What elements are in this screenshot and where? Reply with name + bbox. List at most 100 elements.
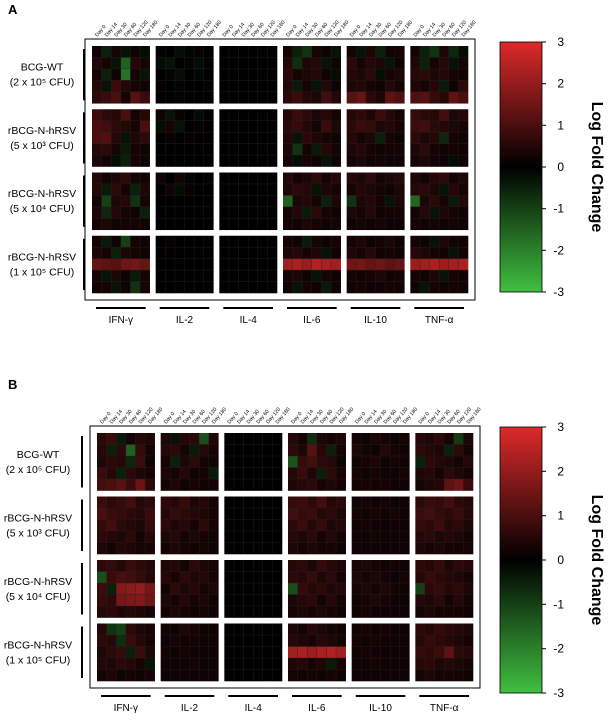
heatmap-cell	[199, 623, 210, 636]
heatmap-cell	[228, 183, 239, 196]
cytokine-label: IL-4	[240, 315, 258, 326]
heatmap-cell	[116, 519, 127, 532]
heatmap-cell	[410, 57, 421, 70]
heatmap-cell	[125, 508, 136, 520]
heatmap-cell	[120, 120, 131, 133]
heatmap-cell	[262, 456, 273, 468]
heatmap-cell	[155, 172, 166, 185]
heatmap-cell	[130, 247, 141, 259]
heatmap-cell	[92, 57, 102, 70]
heatmap-cell	[125, 571, 136, 584]
heatmap-cell	[288, 658, 298, 670]
heatmap-cell	[448, 218, 459, 231]
cytokine-label: TNF-α	[425, 315, 454, 326]
heatmap-cell	[370, 519, 381, 532]
heatmap-cell	[346, 247, 357, 259]
heatmap-cell	[111, 281, 122, 294]
heatmap-cell	[253, 467, 264, 480]
heatmap-cell	[262, 571, 273, 584]
heatmap-cell	[238, 132, 249, 144]
heatmap-cell	[356, 80, 367, 93]
heatmap-cell	[272, 519, 283, 532]
heatmap-cell	[120, 258, 131, 271]
heatmap-cell	[336, 583, 346, 595]
heatmap-cell	[288, 496, 298, 509]
heatmap-cell	[238, 80, 249, 93]
heatmap-cell	[135, 508, 146, 520]
heatmap-cell	[228, 46, 239, 58]
panel-label-b: B	[8, 377, 18, 392]
heatmap-cell	[219, 195, 230, 208]
heatmap-cell	[292, 235, 303, 248]
heatmap-cell	[394, 218, 405, 231]
heatmap-cell	[92, 132, 102, 144]
heatmap-cell	[203, 172, 214, 185]
heatmap-cell	[351, 646, 362, 659]
heatmap-cell	[351, 669, 362, 682]
heatmap-cell	[361, 542, 372, 555]
heatmap-cell	[424, 479, 435, 491]
heatmap-cell	[257, 206, 268, 219]
heatmap-cell	[424, 606, 435, 618]
heatmap-cell	[106, 606, 117, 618]
heatmap-cell	[140, 46, 150, 58]
heatmap-cell	[307, 542, 318, 555]
heatmap-cell	[155, 57, 166, 70]
heatmap-cell	[463, 519, 474, 532]
heatmap-cell	[321, 258, 332, 271]
heatmap-cell	[97, 519, 107, 532]
heatmap-cell	[135, 560, 146, 572]
heatmap-cell	[184, 247, 195, 259]
heatmap-cell	[106, 571, 117, 584]
heatmap-cell	[116, 444, 127, 457]
heatmap-cell	[130, 281, 141, 294]
heatmap-cell	[302, 183, 313, 196]
heatmap-cell	[390, 479, 401, 491]
heatmap-cell	[394, 91, 405, 104]
heatmap-cell	[238, 172, 249, 185]
heatmap-cell	[365, 218, 376, 231]
heatmap-cell	[463, 496, 474, 509]
heatmap-cell	[199, 560, 210, 572]
heatmap-cell	[228, 270, 239, 282]
heatmap-cell	[253, 594, 264, 607]
heatmap-cell	[415, 542, 426, 555]
heatmap-cell	[155, 235, 166, 248]
heatmap-cell	[361, 658, 372, 670]
heatmap-cell	[321, 218, 332, 231]
heatmap-cell	[453, 542, 464, 555]
heatmap-cell	[458, 120, 469, 133]
heatmap-cell	[203, 57, 214, 70]
heatmap-cell	[199, 606, 210, 618]
heatmap-cell	[356, 247, 367, 259]
heatmap-cell	[424, 456, 435, 468]
heatmap-cell	[174, 120, 185, 133]
heatmap-cell	[448, 206, 459, 219]
heatmap-cell	[116, 542, 127, 555]
heatmap-cell	[463, 606, 474, 618]
heatmap-cell	[370, 560, 381, 572]
heatmap-cell	[292, 143, 303, 156]
heatmap-cell	[336, 456, 346, 468]
heatmap-cell	[370, 594, 381, 607]
heatmap-cell	[101, 155, 112, 167]
heatmap-cell	[106, 456, 117, 468]
heatmap-cell	[165, 68, 176, 81]
heatmap-cell	[194, 270, 205, 282]
heatmap-cell	[361, 456, 372, 468]
heatmap-cell	[101, 270, 112, 282]
heatmap-cell	[399, 623, 410, 636]
heatmap-cell	[111, 109, 122, 121]
heatmap-cell	[351, 433, 362, 445]
heatmap-cell	[321, 132, 332, 144]
heatmap-cell	[302, 218, 313, 231]
heatmap-cell	[463, 531, 474, 543]
heatmap-cell	[390, 519, 401, 532]
heatmap-cell	[130, 235, 141, 248]
heatmap-cell	[336, 560, 346, 572]
heatmap-cell	[120, 247, 131, 259]
heatmap-cell	[458, 270, 469, 282]
heatmap-cell	[145, 456, 155, 468]
heatmap-cell	[415, 433, 426, 445]
heatmap-cell	[394, 183, 405, 196]
